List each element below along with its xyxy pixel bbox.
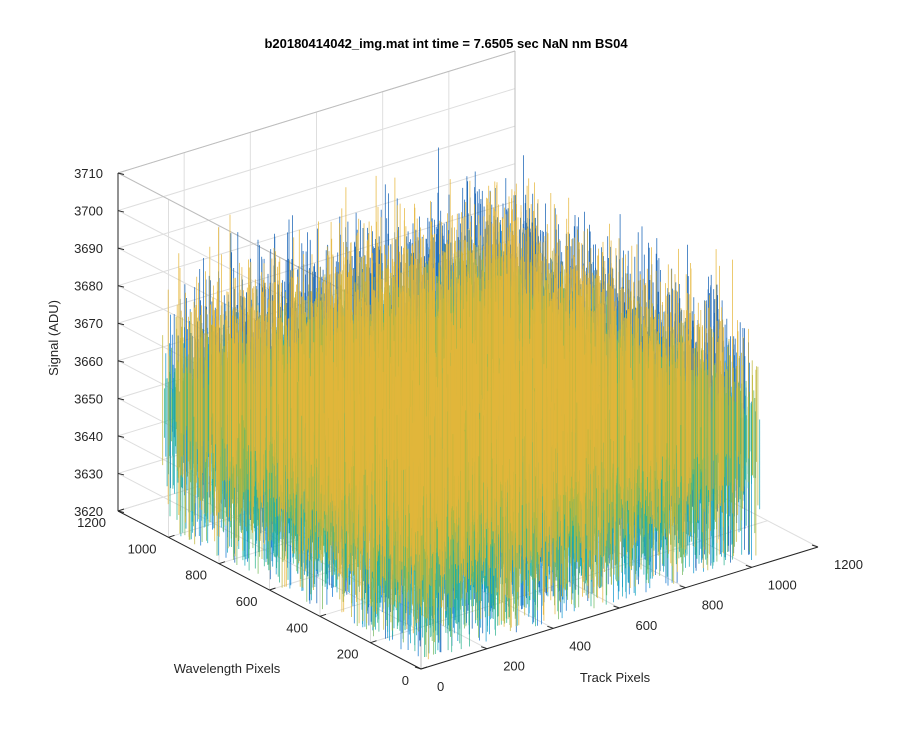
wall-grid-line [117, 163, 516, 287]
y-tick-label: 1000 [128, 541, 157, 556]
z-tick-label: 3680 [74, 279, 103, 294]
z-tick-label: 3620 [74, 504, 103, 519]
x-tick-mark [811, 544, 819, 548]
z-tick-mark [117, 322, 125, 326]
z-tick-label: 3640 [74, 429, 103, 444]
x-tick-label: 400 [569, 638, 591, 653]
y-tick-mark [370, 640, 377, 644]
surface-band-7 [167, 175, 749, 660]
y-tick-mark [117, 508, 125, 512]
box-edge [117, 50, 516, 174]
z-tick-mark [117, 285, 125, 288]
x-tick-label: 0 [437, 679, 444, 694]
y-tick-label: 400 [286, 620, 308, 635]
y-tick-label: 600 [236, 594, 258, 609]
z-tick-mark [117, 210, 125, 213]
z-tick-mark [117, 397, 125, 401]
x-tick-mark [414, 666, 422, 670]
x-tick-label: 600 [636, 618, 658, 633]
x-tick-mark [745, 564, 752, 568]
z-tick-mark [117, 435, 125, 438]
y-tick-mark [420, 666, 428, 670]
x-tick-mark [547, 625, 554, 629]
z-tick-label: 3670 [74, 316, 103, 331]
tick-labels: 3620 3630 3640 3650 3660 3670 3680 3690 3700 3710… [74, 166, 863, 694]
y-tick-label: 0 [402, 673, 409, 688]
z-tick-label: 3650 [74, 391, 103, 406]
x-tick-label: 1200 [834, 557, 863, 572]
y-tick-label: 800 [185, 568, 207, 583]
y-tick-label: 200 [337, 647, 359, 662]
y-tick-mark [269, 587, 276, 591]
z-axis-label: Signal (ADU) [46, 300, 61, 376]
z-tick-mark [117, 172, 125, 175]
x-tick-mark [679, 585, 686, 589]
y-tick-mark [218, 561, 226, 565]
z-tick-label: 3710 [74, 166, 103, 181]
z-tick-label: 3660 [74, 354, 103, 369]
x-tick-label: 800 [702, 598, 724, 613]
y-tick-mark [319, 613, 327, 617]
y-axis-label: Wavelength Pixels [174, 661, 281, 676]
x-tick-mark [613, 605, 620, 609]
z-tick-mark [117, 510, 125, 513]
y-tick-mark [168, 534, 175, 538]
wall-grid-line [117, 125, 516, 249]
z-tick-label: 3630 [74, 466, 103, 481]
z-tick-label: 3700 [74, 204, 103, 219]
chart-title: b20180414042_img.mat int time = 7.6505 s… [264, 36, 628, 51]
z-tick-label: 3690 [74, 241, 103, 256]
y-tick-label: 1200 [77, 515, 106, 530]
z-tick-mark [117, 360, 125, 363]
z-tick-mark [117, 247, 125, 251]
x-tick-label: 200 [503, 659, 525, 674]
x-tick-mark [481, 646, 488, 650]
x-tick-label: 1000 [768, 577, 797, 592]
x-axis-label: Track Pixels [580, 670, 651, 685]
wall-grid-line [117, 88, 516, 212]
z-tick-mark [117, 472, 125, 476]
data-surface [162, 147, 761, 660]
